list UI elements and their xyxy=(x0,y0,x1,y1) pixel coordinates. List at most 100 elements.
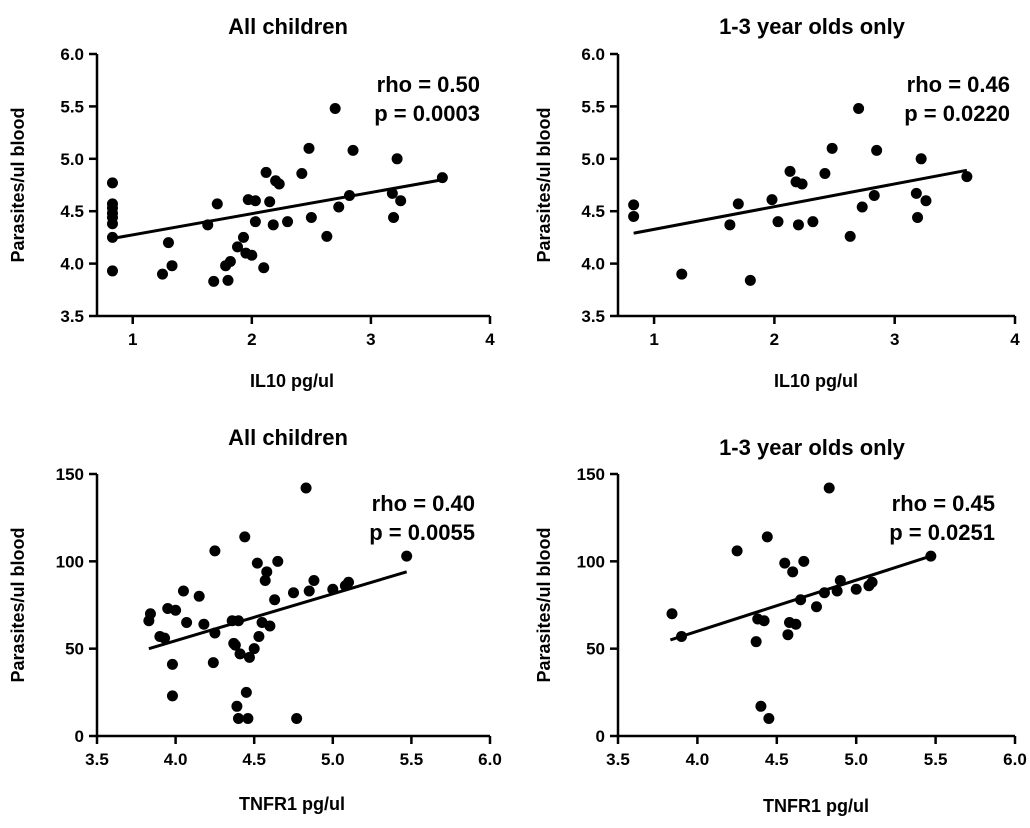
data-point xyxy=(731,545,743,557)
x-tick-label: 3.5 xyxy=(606,750,630,769)
data-point xyxy=(915,153,927,165)
y-tick-label: 0 xyxy=(75,727,84,746)
y-tick-label: 6.0 xyxy=(581,45,605,64)
y-tick-label: 50 xyxy=(65,640,84,659)
data-point xyxy=(321,230,333,242)
data-point xyxy=(166,690,178,702)
data-point xyxy=(272,555,284,567)
data-point xyxy=(273,178,285,190)
x-axis-label: IL10 pg/ul xyxy=(774,371,858,391)
data-point xyxy=(850,583,862,595)
y-tick-label: 0 xyxy=(596,727,605,746)
data-point xyxy=(300,482,312,494)
data-point xyxy=(758,615,770,627)
data-point xyxy=(207,657,219,669)
x-tick-label: 1 xyxy=(128,330,137,349)
data-point xyxy=(291,713,303,725)
regression-line xyxy=(148,570,408,651)
data-point xyxy=(347,144,359,156)
data-point xyxy=(782,629,794,641)
data-point xyxy=(395,195,407,207)
data-point xyxy=(232,713,244,725)
x-tick-label: 3 xyxy=(366,330,375,349)
data-point xyxy=(242,713,254,725)
chart-title: 1-3 year olds only xyxy=(719,435,906,460)
data-point xyxy=(826,142,838,154)
chart-svg: All children 1 2 3 4 3.5 4.0 4.5 5.0 5.5 6.0 IL10 p… xyxy=(8,14,495,391)
x-tick-label: 4.5 xyxy=(242,750,266,769)
data-point xyxy=(763,713,775,725)
y-tick-label: 4.0 xyxy=(60,255,84,274)
y-tick-label: 3.5 xyxy=(60,307,84,326)
data-point xyxy=(329,102,341,114)
x-tick-label: 5.0 xyxy=(844,750,868,769)
data-point xyxy=(844,230,856,242)
data-point xyxy=(166,658,178,670)
data-point xyxy=(761,531,773,543)
data-point xyxy=(264,620,276,632)
data-point xyxy=(296,167,308,179)
data-point xyxy=(744,274,756,286)
data-point xyxy=(106,265,118,277)
y-tick-label: 4.0 xyxy=(581,255,605,274)
data-point xyxy=(181,616,193,628)
data-point xyxy=(209,545,221,557)
data-point xyxy=(240,686,252,698)
data-point xyxy=(159,632,171,644)
data-point xyxy=(249,216,261,228)
data-point xyxy=(787,566,799,578)
data-point xyxy=(925,550,937,562)
y-axis-label: Parasites/ul blood xyxy=(534,107,554,262)
x-axis-label: TNFR1 pg/ul xyxy=(239,794,345,814)
y-axis-label: Parasites/ul blood xyxy=(8,527,28,682)
panel-il10-all-children: All children 1 2 3 4 3.5 4.0 4.5 5.0 5.5 6.0 IL10 p… xyxy=(0,0,510,410)
y-tick-label: 150 xyxy=(56,465,84,484)
chart-svg: All children 3.5 4.0 4.5 5.0 5.5 6.0 0 50 100 150 T… xyxy=(8,425,502,814)
data-point xyxy=(162,237,174,249)
data-point xyxy=(106,218,118,230)
y-tick-label: 50 xyxy=(586,640,605,659)
data-point xyxy=(237,231,249,243)
data-point xyxy=(818,587,830,599)
y-tick-label: 5.5 xyxy=(581,97,605,116)
data-point xyxy=(193,590,205,602)
data-point xyxy=(239,531,251,543)
y-tick-label: 6.0 xyxy=(60,45,84,64)
x-tick-label: 6.0 xyxy=(1003,750,1027,769)
data-point xyxy=(912,211,924,223)
data-point xyxy=(208,275,220,287)
y-tick-label: 5.0 xyxy=(581,150,605,169)
data-point xyxy=(157,268,168,280)
data-point xyxy=(234,648,246,660)
data-point xyxy=(260,166,272,178)
y-tick-label: 150 xyxy=(577,465,605,484)
data-point xyxy=(343,189,355,201)
y-axis-label: Parasites/ul blood xyxy=(534,527,554,682)
panel-tnfr1-1-3-year-olds: 1-3 year olds only 3.5 4.0 4.5 5.0 5.5 6.0 0 50 1… xyxy=(510,410,1030,823)
data-point xyxy=(436,172,448,184)
data-point xyxy=(732,198,744,210)
rho-annotation: rho = 0.50 xyxy=(377,72,480,97)
x-tick-label: 6.0 xyxy=(478,750,502,769)
data-point xyxy=(795,594,807,606)
data-point xyxy=(798,555,810,567)
data-point xyxy=(811,601,822,613)
data-point xyxy=(282,216,294,228)
data-point xyxy=(267,219,279,231)
data-point xyxy=(209,627,221,639)
data-point xyxy=(202,219,214,231)
x-tick-label: 1 xyxy=(649,330,658,349)
data-point xyxy=(229,639,241,651)
data-point xyxy=(248,643,260,655)
data-point xyxy=(211,198,223,210)
data-point xyxy=(831,585,843,597)
x-tick-label: 3 xyxy=(890,330,899,349)
data-point xyxy=(871,144,883,156)
data-point xyxy=(856,201,868,213)
data-point xyxy=(920,195,932,207)
panel-tnfr1-all-children: All children 3.5 4.0 4.5 5.0 5.5 6.0 0 50 100 150 T… xyxy=(0,410,510,823)
data-point xyxy=(343,576,355,588)
x-tick-label: 5.5 xyxy=(924,750,948,769)
p-value-annotation: p = 0.0251 xyxy=(889,520,995,545)
